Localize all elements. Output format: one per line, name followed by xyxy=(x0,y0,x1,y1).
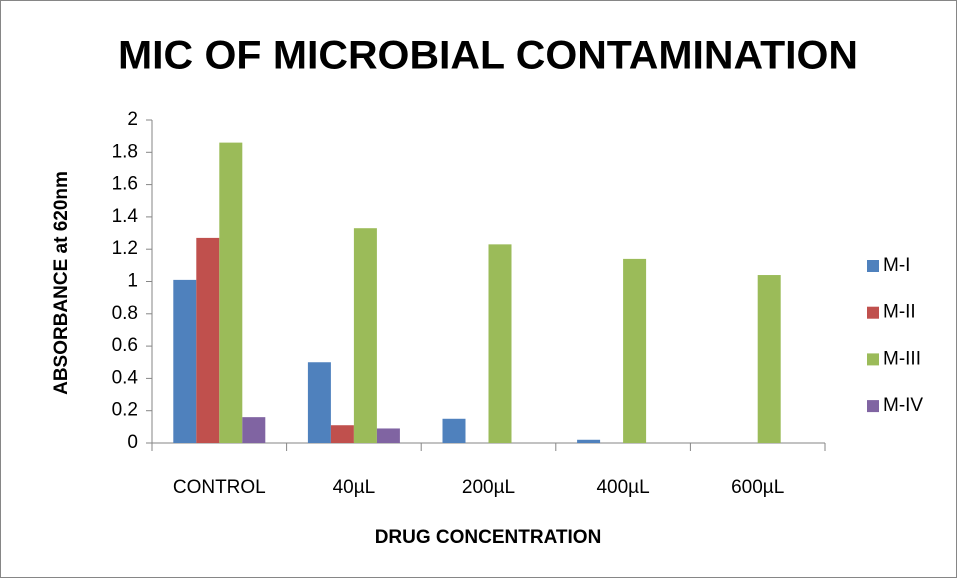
y-tick-label: 0.6 xyxy=(112,335,138,356)
legend-swatch xyxy=(867,306,879,319)
y-tick-label: 1.6 xyxy=(112,174,138,195)
y-tick-label: 1.8 xyxy=(112,141,138,162)
legend-label: M-I xyxy=(883,255,910,276)
x-tick-label: CONTROL xyxy=(173,477,266,498)
x-axis-title: DRUG CONCENTRATION xyxy=(375,527,602,548)
legend-label: M-II xyxy=(883,302,916,323)
bar xyxy=(242,417,266,443)
x-tick-label: 40µL xyxy=(333,477,376,498)
bar xyxy=(307,362,331,443)
y-tick-label: 1.4 xyxy=(112,206,139,227)
y-axis-title: ABSORBANCE at 620nm xyxy=(51,171,72,395)
legend-swatch xyxy=(867,260,879,272)
y-tick-label: 1 xyxy=(127,271,138,292)
bar xyxy=(173,279,197,443)
legend-label: M-IV xyxy=(883,395,923,416)
legend-swatch xyxy=(867,353,879,366)
bar xyxy=(757,275,781,443)
bar xyxy=(353,228,377,443)
bar xyxy=(623,258,647,443)
bar xyxy=(577,439,601,443)
y-tick-label: 2 xyxy=(127,109,138,130)
y-tick-label: 0 xyxy=(127,432,138,453)
x-tick-label: 400µL xyxy=(596,477,649,498)
legend-swatch xyxy=(867,400,879,413)
y-tick-label: 0.4 xyxy=(112,367,139,388)
bar xyxy=(219,142,243,444)
y-tick-label: 0.2 xyxy=(112,400,138,421)
legend-label: M-III xyxy=(883,348,921,369)
y-tick-label: 1.2 xyxy=(112,238,138,259)
bar xyxy=(330,425,354,443)
x-tick-label: 600µL xyxy=(731,477,784,498)
x-tick-label: 200µL xyxy=(462,477,515,498)
bar xyxy=(488,244,512,443)
y-tick-label: 0.8 xyxy=(112,303,138,324)
chart-title: MIC OF MICROBIAL CONTAMINATION xyxy=(118,34,858,78)
bar xyxy=(196,237,220,443)
bar xyxy=(442,418,466,443)
bar xyxy=(376,428,400,443)
